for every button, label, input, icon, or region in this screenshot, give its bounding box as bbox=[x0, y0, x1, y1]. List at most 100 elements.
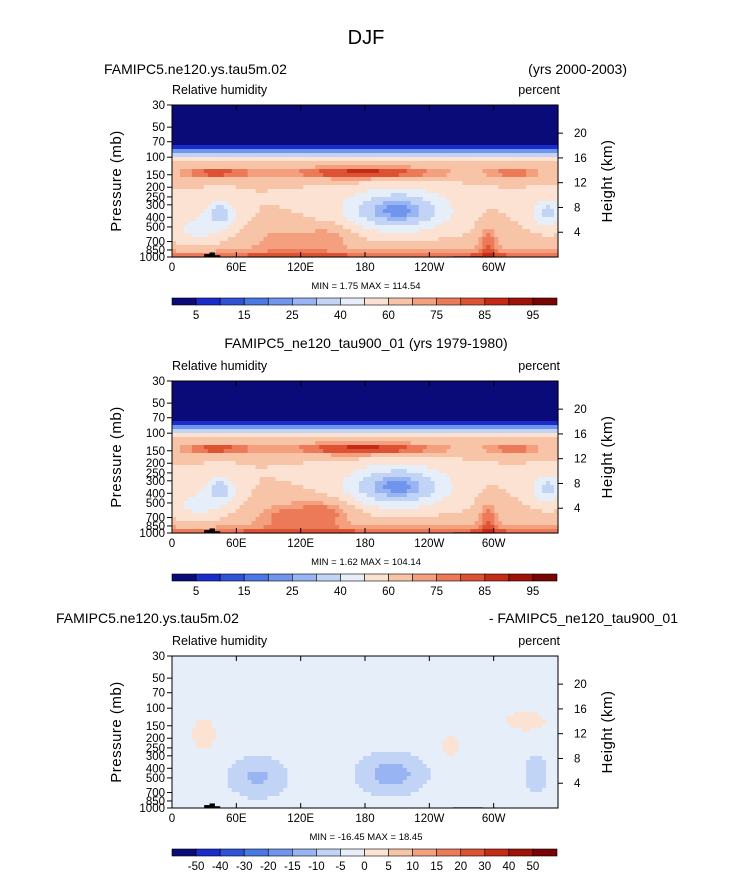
field-cell bbox=[386, 201, 392, 206]
field-cell bbox=[307, 205, 312, 210]
field-cell bbox=[223, 425, 229, 430]
field-cell bbox=[175, 189, 181, 194]
field-cell bbox=[335, 201, 340, 206]
field-cell bbox=[307, 169, 312, 174]
field-cell bbox=[283, 133, 288, 138]
field-cell bbox=[506, 105, 511, 110]
field-cell bbox=[454, 197, 460, 202]
field-cell bbox=[366, 117, 372, 122]
field-cell bbox=[406, 105, 412, 110]
field-cell bbox=[191, 405, 197, 410]
field-cell bbox=[283, 425, 288, 430]
field-cell bbox=[291, 117, 296, 122]
field-cell bbox=[422, 157, 428, 162]
field-cell bbox=[422, 137, 428, 142]
field-cell bbox=[195, 389, 201, 394]
field-cell bbox=[299, 189, 304, 194]
field-cell bbox=[323, 109, 328, 114]
field-cell bbox=[474, 185, 480, 190]
field-cell bbox=[295, 217, 300, 222]
field-cell bbox=[526, 401, 531, 406]
field-cell bbox=[223, 133, 229, 138]
field-cell bbox=[522, 169, 527, 174]
field-cell bbox=[518, 229, 523, 234]
field-cell bbox=[458, 221, 464, 226]
field-cell bbox=[550, 233, 555, 238]
field-cell bbox=[526, 417, 531, 422]
field-cell bbox=[430, 417, 436, 422]
field-cell bbox=[442, 381, 448, 386]
field-cell bbox=[279, 429, 285, 434]
field-cell bbox=[526, 413, 531, 418]
field-cell bbox=[311, 197, 316, 202]
field-cell bbox=[351, 157, 356, 162]
field-cell bbox=[458, 409, 464, 414]
field-cell bbox=[378, 201, 384, 206]
field-cell bbox=[223, 409, 229, 414]
field-cell bbox=[366, 221, 372, 226]
field-cell bbox=[374, 409, 380, 414]
field-cell bbox=[550, 209, 555, 214]
field-cell bbox=[239, 205, 245, 210]
field-cell bbox=[279, 149, 285, 154]
field-cell bbox=[554, 197, 559, 202]
field-cell bbox=[251, 173, 257, 178]
field-cell bbox=[462, 105, 468, 110]
field-cell bbox=[339, 157, 344, 162]
field-cell bbox=[211, 161, 217, 166]
field-cell bbox=[255, 425, 261, 430]
field-cell bbox=[311, 117, 316, 122]
field-cell bbox=[430, 145, 436, 150]
field-cell bbox=[370, 405, 376, 410]
field-cell bbox=[335, 389, 340, 394]
field-cell bbox=[203, 105, 209, 110]
field-cell bbox=[207, 137, 213, 142]
field-cell bbox=[538, 237, 543, 242]
field-cell bbox=[235, 121, 241, 126]
field-cell bbox=[303, 381, 308, 386]
field-cell bbox=[172, 145, 177, 150]
field-cell bbox=[191, 217, 197, 222]
field-cell bbox=[351, 109, 356, 114]
field-cell bbox=[195, 249, 201, 254]
field-cell bbox=[370, 121, 376, 126]
field-cell bbox=[418, 217, 424, 222]
field-cell bbox=[434, 129, 440, 134]
field-cell bbox=[215, 249, 221, 254]
field-cell bbox=[554, 105, 559, 110]
field-cell bbox=[339, 185, 344, 190]
field-cell bbox=[386, 389, 392, 394]
field-cell bbox=[267, 181, 273, 186]
field-cell bbox=[526, 237, 531, 242]
field-cell bbox=[227, 189, 233, 194]
field-cell bbox=[374, 397, 380, 402]
field-cell bbox=[291, 161, 296, 166]
field-cell bbox=[394, 165, 400, 170]
field-cell bbox=[275, 389, 281, 394]
field-cell bbox=[243, 429, 249, 434]
field-cell bbox=[538, 209, 543, 214]
field-cell bbox=[223, 153, 229, 158]
field-cell bbox=[359, 397, 364, 402]
field-cell bbox=[279, 241, 285, 246]
field-cell bbox=[430, 233, 436, 238]
field-cell bbox=[203, 125, 209, 130]
field-cell bbox=[466, 213, 472, 218]
field-cell bbox=[422, 413, 428, 418]
field-cell bbox=[534, 389, 539, 394]
field-cell bbox=[243, 185, 249, 190]
field-cell bbox=[438, 205, 444, 210]
field-cell bbox=[486, 189, 491, 194]
field-cell bbox=[470, 249, 476, 254]
field-cell bbox=[422, 145, 428, 150]
field-cell bbox=[207, 157, 213, 162]
field-cell bbox=[172, 173, 177, 178]
field-cell bbox=[486, 381, 491, 386]
field-cell bbox=[366, 409, 372, 414]
field-cell bbox=[279, 205, 285, 210]
field-cell bbox=[195, 397, 201, 402]
field-cell bbox=[255, 193, 261, 198]
field-cell bbox=[183, 113, 189, 118]
field-cell bbox=[390, 245, 396, 250]
field-cell bbox=[275, 121, 281, 126]
